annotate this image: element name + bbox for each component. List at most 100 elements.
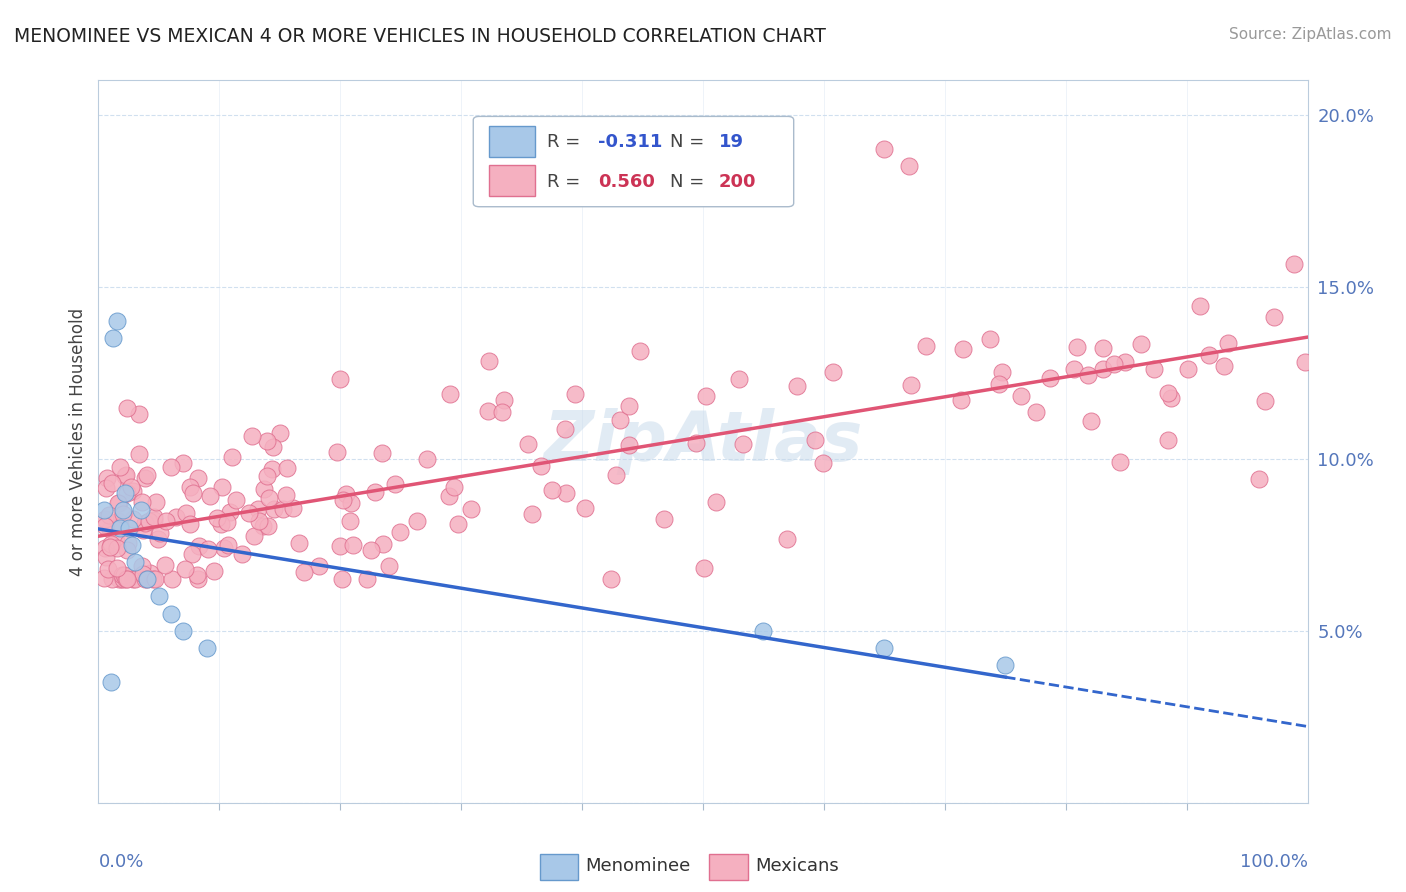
Point bbox=[186, 572, 208, 586]
Point bbox=[105, 561, 128, 575]
Point bbox=[1177, 362, 1199, 376]
Point bbox=[1080, 414, 1102, 428]
Point bbox=[492, 392, 515, 407]
Point bbox=[134, 471, 156, 485]
Point bbox=[135, 572, 157, 586]
Point bbox=[179, 516, 201, 531]
Point bbox=[900, 378, 922, 392]
Point bbox=[329, 539, 352, 553]
Point bbox=[195, 640, 218, 655]
Point bbox=[1212, 359, 1234, 373]
Text: 19: 19 bbox=[718, 134, 744, 152]
Point bbox=[994, 658, 1017, 673]
Point bbox=[776, 532, 799, 546]
Point bbox=[148, 590, 170, 604]
Point bbox=[276, 460, 298, 475]
Point bbox=[1039, 371, 1062, 385]
Point bbox=[174, 506, 197, 520]
Point bbox=[135, 468, 157, 483]
Point bbox=[93, 572, 115, 586]
Point bbox=[1063, 362, 1085, 376]
Point bbox=[108, 519, 131, 533]
Point bbox=[115, 467, 138, 482]
Point bbox=[134, 516, 156, 530]
Point bbox=[107, 514, 129, 528]
Point bbox=[335, 487, 357, 501]
Point bbox=[786, 379, 808, 393]
Point bbox=[160, 607, 183, 621]
Point bbox=[262, 462, 284, 476]
Point bbox=[389, 524, 412, 539]
Point bbox=[93, 503, 115, 517]
Point bbox=[1077, 368, 1099, 382]
Point bbox=[283, 500, 305, 515]
Point bbox=[165, 510, 187, 524]
Point bbox=[628, 344, 651, 359]
Point bbox=[100, 475, 122, 490]
Point bbox=[439, 386, 461, 401]
Point bbox=[100, 675, 122, 690]
Point bbox=[460, 501, 482, 516]
Point bbox=[530, 458, 553, 473]
Point bbox=[114, 486, 136, 500]
Point bbox=[253, 482, 276, 496]
Point bbox=[1157, 385, 1180, 400]
Point bbox=[122, 512, 145, 526]
Point bbox=[288, 535, 311, 549]
Point bbox=[342, 538, 364, 552]
Point bbox=[209, 517, 232, 532]
Point bbox=[360, 542, 382, 557]
Point bbox=[728, 372, 751, 386]
Point bbox=[138, 566, 160, 580]
Point bbox=[94, 550, 117, 565]
Point bbox=[339, 514, 361, 528]
Point bbox=[172, 456, 194, 470]
Point bbox=[439, 489, 461, 503]
Point bbox=[378, 558, 401, 573]
Text: 0.0%: 0.0% bbox=[98, 854, 143, 871]
Point bbox=[1247, 472, 1270, 486]
Point bbox=[111, 503, 134, 517]
Point bbox=[257, 491, 280, 505]
Point bbox=[231, 547, 253, 561]
Point bbox=[693, 561, 716, 575]
Point bbox=[823, 365, 845, 379]
Point bbox=[256, 468, 278, 483]
Point bbox=[162, 572, 184, 586]
FancyBboxPatch shape bbox=[474, 117, 793, 207]
Point bbox=[325, 444, 347, 458]
Point bbox=[115, 485, 138, 500]
Point bbox=[554, 422, 576, 436]
Point bbox=[813, 457, 835, 471]
Point bbox=[340, 496, 363, 510]
Point bbox=[804, 434, 827, 448]
Point bbox=[146, 532, 169, 546]
Point bbox=[371, 537, 394, 551]
Point bbox=[1109, 455, 1132, 469]
Text: ZipAtlas: ZipAtlas bbox=[543, 408, 863, 475]
Point bbox=[1066, 340, 1088, 354]
Point bbox=[246, 502, 269, 516]
Point bbox=[477, 404, 499, 418]
Point bbox=[329, 371, 352, 385]
Point bbox=[115, 572, 138, 586]
Point bbox=[97, 562, 120, 576]
Point bbox=[605, 467, 627, 482]
Point bbox=[145, 572, 167, 586]
Point bbox=[1160, 391, 1182, 405]
Point bbox=[187, 471, 209, 485]
Point bbox=[121, 538, 143, 552]
Point bbox=[292, 565, 315, 579]
Point bbox=[105, 314, 128, 328]
Point bbox=[101, 331, 124, 345]
Point bbox=[94, 512, 117, 526]
Point bbox=[243, 529, 266, 543]
Point bbox=[873, 142, 896, 156]
Point bbox=[111, 508, 134, 522]
Point bbox=[574, 500, 596, 515]
Point bbox=[143, 513, 166, 527]
Point bbox=[733, 436, 755, 450]
Text: Source: ZipAtlas.com: Source: ZipAtlas.com bbox=[1229, 27, 1392, 42]
Point bbox=[225, 493, 247, 508]
Point bbox=[173, 562, 195, 576]
